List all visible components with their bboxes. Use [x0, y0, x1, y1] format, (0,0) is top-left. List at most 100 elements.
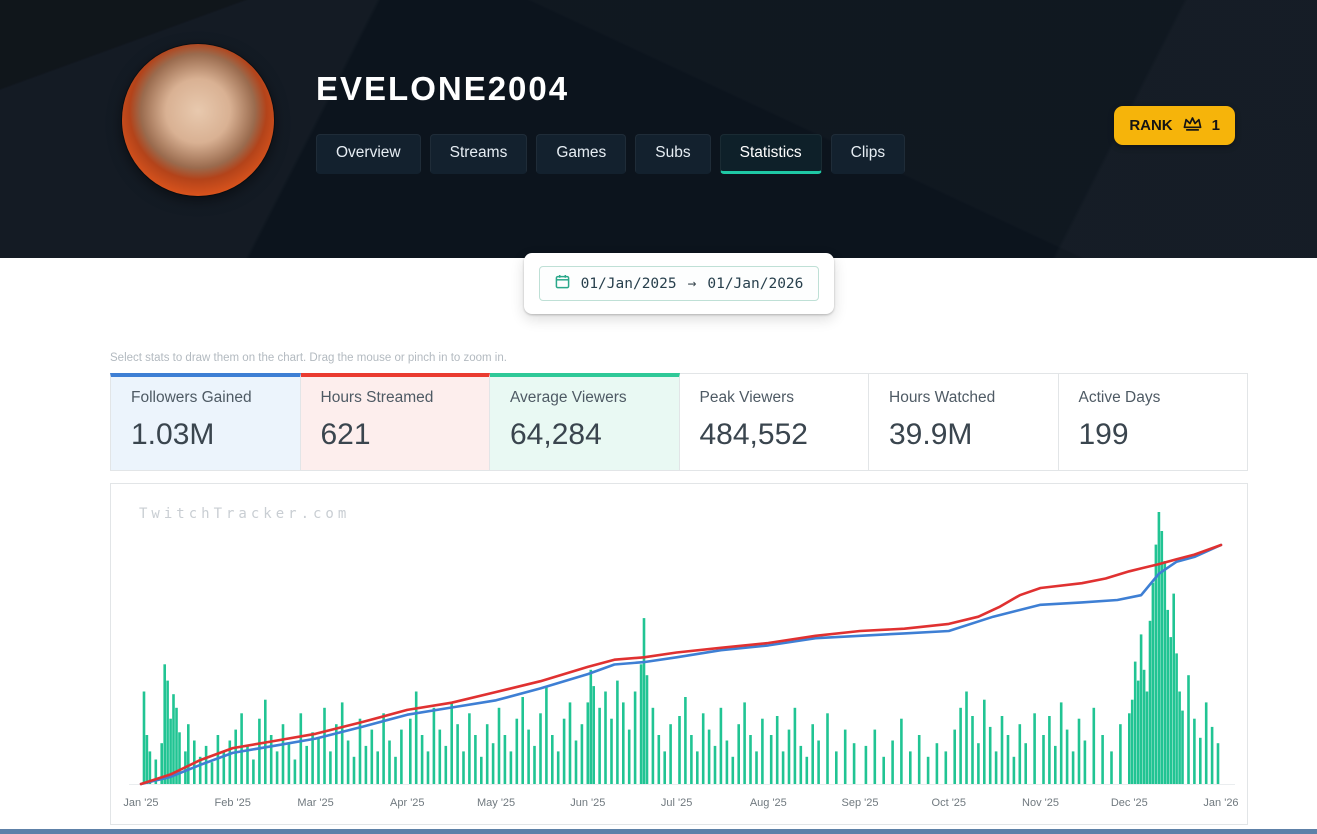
chart-bar [462, 751, 465, 784]
stat-card-average-viewers[interactable]: Average Viewers 64,284 [490, 373, 680, 471]
chart-bar [953, 729, 956, 784]
chart-bar [533, 745, 536, 784]
date-range-card: 01/Jan/2025 → 01/Jan/2026 [523, 253, 835, 314]
chart-bar [485, 724, 489, 784]
stat-label: Peak Viewers [699, 389, 794, 406]
chart-bar [1210, 726, 1214, 784]
chart-panel: TwitchTracker.com Jan '25 Feb '25 Mar '25 A… [110, 483, 1248, 825]
date-end: 01/Jan/2026 [707, 275, 804, 292]
chart-bar [696, 751, 699, 784]
chart-bar [769, 735, 773, 784]
chart-bar [1178, 691, 1181, 784]
chart-bar [269, 735, 273, 784]
chart-bar [432, 707, 436, 784]
stat-value: 39.9M [889, 418, 973, 451]
chart-bar [160, 743, 163, 784]
x-axis-label: Nov '25 [1022, 797, 1059, 809]
chart-bar [1136, 680, 1140, 784]
chart-bar [1012, 756, 1016, 784]
chart-bar [663, 751, 666, 784]
stat-card-peak-viewers[interactable]: Peak Viewers 484,552 [679, 373, 869, 471]
chart-bar [456, 724, 459, 784]
chart-bar [657, 735, 661, 784]
chart-bar [198, 756, 202, 784]
chart-bar [497, 707, 501, 784]
chart-bar [562, 718, 566, 784]
chart-bar [983, 699, 986, 784]
chart-bar [713, 745, 717, 784]
nav-tabs: Overview Streams Games Subs Statistics C… [316, 134, 906, 174]
chart-bar [293, 759, 297, 784]
chart-bar [835, 751, 838, 784]
date-start: 01/Jan/2025 [580, 275, 677, 292]
chart-bar [234, 729, 237, 784]
tab-streams[interactable]: Streams [429, 134, 528, 174]
chart-bar [1216, 743, 1220, 784]
x-axis-label: Mar '25 [297, 797, 333, 809]
x-axis-label: Jun '25 [570, 797, 605, 809]
chart-bar [944, 751, 948, 784]
chart-bar [1065, 729, 1069, 784]
chart-bar [1071, 751, 1075, 784]
stat-card-hours-streamed[interactable]: Hours Streamed 621 [300, 373, 490, 471]
chart-bar [1169, 637, 1172, 784]
chart-bar [175, 707, 178, 784]
chart-bar [580, 724, 584, 784]
date-card-row: 01/Jan/2025 → 01/Jan/2026 [110, 253, 1248, 322]
chart-bar [551, 735, 554, 784]
chart-bar [370, 729, 374, 784]
chart-bar [592, 686, 595, 784]
chart-bar [154, 759, 158, 784]
chart-bar [1166, 609, 1169, 784]
tab-games[interactable]: Games [536, 134, 627, 174]
chart-bar [707, 729, 711, 784]
chart-bar [616, 680, 619, 784]
date-range-picker[interactable]: 01/Jan/2025 → 01/Jan/2026 [538, 266, 820, 301]
chart-bar [1033, 713, 1036, 784]
date-arrow-icon: → [687, 275, 697, 292]
stat-label: Average Viewers [510, 389, 627, 406]
stat-card-hours-watched[interactable]: Hours Watched 39.9M [869, 373, 1059, 471]
chart-bar [817, 740, 820, 784]
chart-bar [586, 702, 590, 784]
x-axis-label: May '25 [477, 797, 515, 809]
stats-chart[interactable]: Jan '25 Feb '25 Mar '25 Apr '25 May '25 Jun '… [111, 484, 1247, 824]
avatar [122, 44, 274, 196]
chart-bar [669, 724, 672, 784]
stat-value: 484,552 [699, 418, 808, 451]
stat-value: 1.03M [131, 418, 215, 451]
chart-bar [799, 745, 803, 784]
chart-bar [426, 751, 430, 784]
stat-card-active-days[interactable]: Active Days 199 [1058, 373, 1248, 471]
chart-bar [787, 729, 791, 784]
chart-bar [1110, 751, 1113, 784]
chart-bar [358, 718, 362, 784]
tab-clips[interactable]: Clips [830, 134, 906, 174]
tab-statistics[interactable]: Statistics [719, 134, 822, 174]
chart-bar [172, 694, 175, 784]
tab-overview[interactable]: Overview [316, 134, 421, 174]
chart-bar [959, 707, 962, 784]
chart-bar [1101, 735, 1104, 784]
chart-line-0 [139, 543, 1223, 786]
chart-bar [414, 691, 418, 784]
chart-bar [1000, 716, 1004, 784]
chart-bar [719, 707, 723, 784]
tab-subs[interactable]: Subs [635, 134, 711, 174]
x-axis-label: Apr '25 [390, 797, 425, 809]
chart-bar [568, 702, 572, 784]
chart-bar [258, 718, 261, 784]
chart-bar [1083, 740, 1087, 784]
title-block: EVELONE2004 Overview Streams Games Subs … [316, 44, 906, 174]
rank-badge[interactable]: RANK 1 [1114, 106, 1235, 145]
chart-bar [1059, 702, 1063, 784]
chart-bar [474, 735, 477, 784]
chart-bar [323, 707, 326, 784]
chart-bar [1092, 707, 1096, 784]
chart-bar [743, 702, 746, 784]
chart-bar [222, 751, 226, 784]
profile-header: EVELONE2004 Overview Streams Games Subs … [0, 0, 1317, 258]
stat-card-followers-gained[interactable]: Followers Gained 1.03M [110, 373, 301, 471]
chart-bar [1119, 724, 1122, 784]
chart-bar [977, 743, 980, 784]
